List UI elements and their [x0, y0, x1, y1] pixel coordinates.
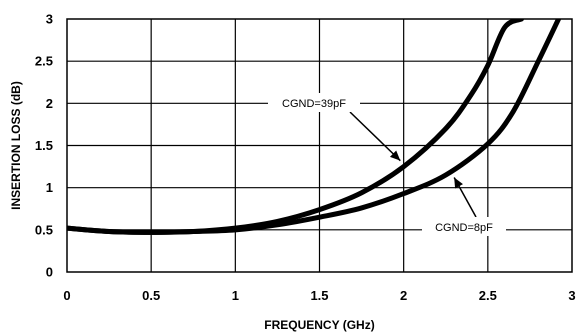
annotation-label: CGND=39pF — [282, 98, 346, 110]
x-tick-label: 0.5 — [142, 288, 160, 303]
y-tick-label: 3 — [46, 12, 53, 27]
x-tick-label: 1 — [232, 288, 239, 303]
x-tick-label: 3 — [568, 288, 575, 303]
annotation-arrowhead — [454, 177, 463, 189]
x-tick-label: 2 — [400, 288, 407, 303]
annotation-label: CGND=8pF — [435, 222, 493, 234]
annotation-label-bg — [422, 217, 506, 236]
y-tick-label: 0 — [46, 265, 53, 280]
x-axis-title: FREQUENCY (GHz) — [264, 318, 374, 332]
x-tick-label: 0 — [63, 288, 70, 303]
series-line-cgnd-8pf — [67, 19, 562, 235]
annotation-label-bg — [268, 93, 360, 112]
y-tick-label: 2 — [46, 96, 53, 111]
annotation-layer: CGND=39pF CGND=8pF — [268, 93, 506, 236]
y-axis-title: INSERTION LOSS (dB) — [9, 81, 23, 210]
plot-frame — [66, 18, 573, 273]
series-layer — [67, 19, 562, 235]
y-tick-label: 1.5 — [35, 138, 53, 153]
tick-label-layer: 0 0.5 1 1.5 2 2.5 3 0 0.5 1 1.5 2 2.5 3 — [35, 12, 576, 304]
x-tick-label: 2.5 — [479, 288, 497, 303]
x-tick-label: 1.5 — [310, 288, 328, 303]
y-tick-label: 1 — [46, 180, 53, 195]
y-tick-label: 2.5 — [35, 54, 53, 69]
annotation-arrow-line — [349, 111, 401, 162]
y-tick-label: 0.5 — [35, 222, 53, 237]
annotation-arrowhead — [389, 150, 401, 161]
